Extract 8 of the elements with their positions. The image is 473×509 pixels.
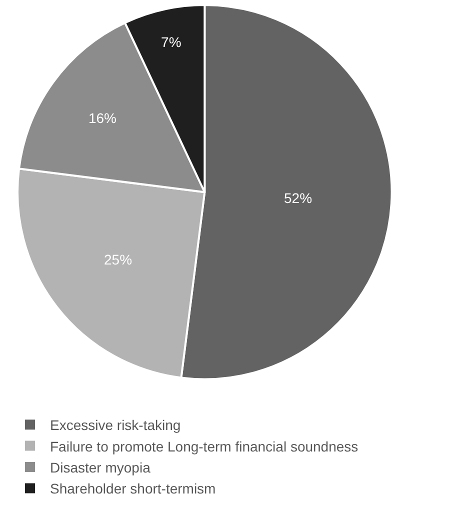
data-label: 25% [104, 251, 132, 268]
data-label: 52% [284, 190, 312, 206]
legend-label: Shareholder short-termism [50, 480, 216, 497]
legend-label: Excessive risk-taking [50, 417, 181, 434]
data-label: 7% [161, 34, 182, 50]
legend-label: Disaster myopia [50, 459, 151, 476]
data-label: 16% [88, 110, 116, 126]
legend-label: Failure to promote Long-term financial soundness [50, 438, 358, 454]
